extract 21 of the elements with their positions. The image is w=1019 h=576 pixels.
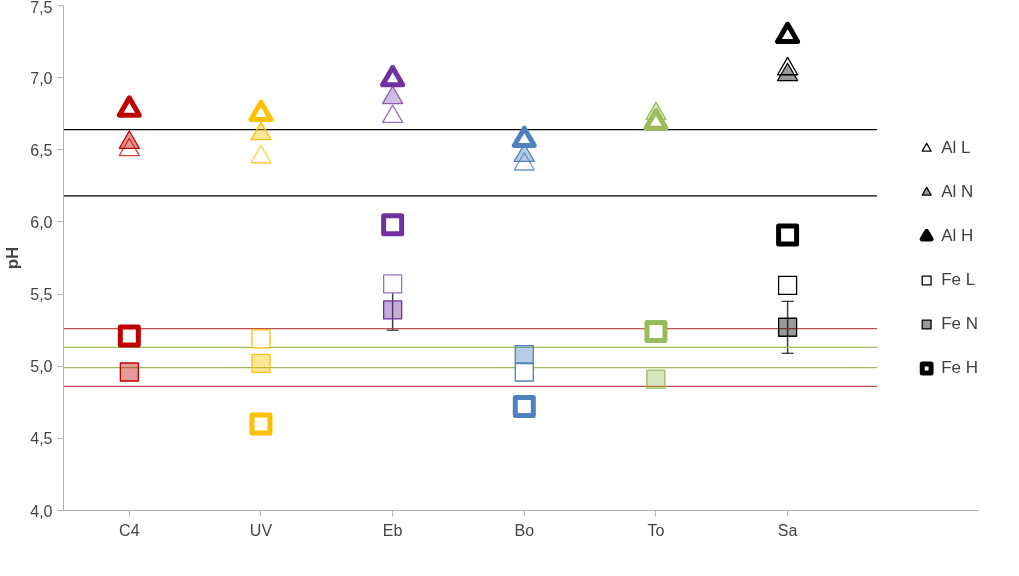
y-tick-label: 7,0 — [30, 69, 53, 87]
x-tick-label: Sa — [777, 521, 798, 539]
x-tick-label: To — [647, 521, 665, 539]
y-tick-label: 4,5 — [30, 430, 53, 448]
y-tick-label: 6,5 — [30, 141, 53, 159]
y-axis-title: pH — [3, 246, 23, 270]
legend-label: Al L — [941, 137, 971, 158]
legend-label: Fe H — [941, 357, 978, 378]
x-tick-label: Eb — [382, 521, 403, 539]
legend-label: Al H — [941, 225, 974, 246]
y-tick-label: 5,5 — [30, 286, 53, 304]
y-tick-label: 4,0 — [30, 502, 53, 520]
legend-label: Fe N — [941, 313, 978, 334]
y-tick-label: 6,0 — [30, 213, 53, 231]
x-tick-label: C4 — [119, 521, 140, 539]
y-tick-label: 5,0 — [30, 358, 53, 376]
y-tick-label: 7,5 — [30, 0, 53, 16]
x-tick-label: Bo — [514, 521, 535, 539]
legend-label: Fe L — [941, 269, 976, 290]
legend-label: Al N — [941, 181, 974, 202]
x-tick-label: UV — [249, 521, 273, 539]
